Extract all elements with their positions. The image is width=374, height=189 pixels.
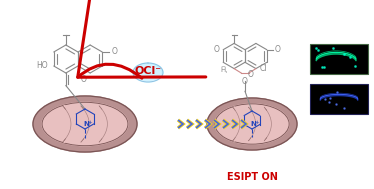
Text: ESIPT ON: ESIPT ON	[227, 172, 278, 182]
Text: O: O	[214, 45, 220, 54]
Text: Cl: Cl	[260, 64, 267, 73]
Text: O: O	[242, 77, 248, 86]
Text: +: +	[88, 119, 92, 125]
Ellipse shape	[33, 96, 137, 152]
Ellipse shape	[42, 102, 128, 146]
Text: O: O	[248, 70, 254, 80]
Polygon shape	[135, 65, 161, 82]
Bar	[310, 44, 368, 74]
Polygon shape	[133, 63, 163, 82]
Text: O: O	[275, 45, 281, 54]
FancyArrowPatch shape	[78, 0, 206, 78]
Text: H̅,: H̅,	[220, 67, 228, 73]
Text: N: N	[250, 122, 256, 128]
Text: OCl⁻: OCl⁻	[134, 66, 162, 76]
Text: HO: HO	[37, 61, 48, 70]
Text: O: O	[111, 47, 117, 57]
Ellipse shape	[207, 98, 297, 150]
Text: N: N	[83, 121, 89, 127]
Ellipse shape	[215, 104, 289, 144]
Text: +: +	[254, 120, 259, 125]
Bar	[310, 84, 368, 114]
Text: O: O	[81, 75, 87, 84]
